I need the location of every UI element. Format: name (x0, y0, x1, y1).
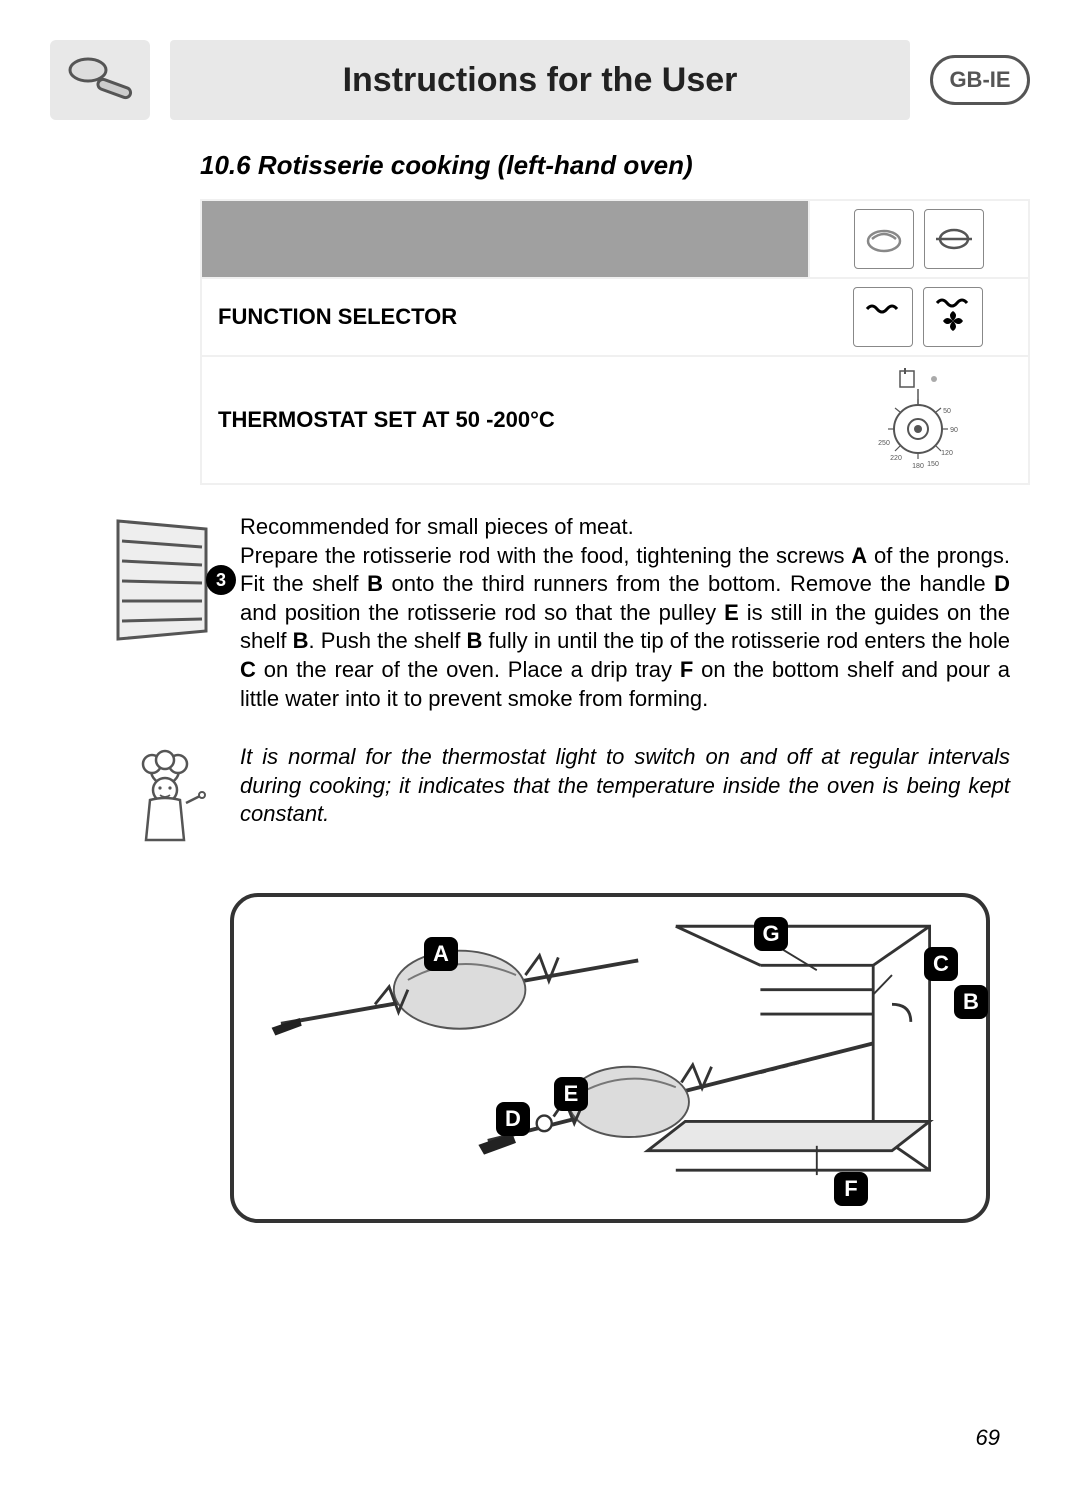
diagram-label-F: F (834, 1172, 868, 1206)
table-row-header (200, 199, 1030, 279)
body-bold-F: F (680, 657, 693, 682)
body-bold-B2: B (293, 628, 309, 653)
region-badge: GB-IE (930, 55, 1030, 105)
diagram-label-C: C (924, 947, 958, 981)
header-icons-cell (808, 201, 1028, 277)
body-bold-B1: B (367, 571, 383, 596)
svg-text:120: 120 (941, 450, 953, 457)
header-row: Instructions for the User GB-IE (50, 40, 1030, 120)
page-root: Instructions for the User GB-IE 10.6 Rot… (0, 0, 1080, 1511)
thermostat-label: THERMOSTAT SET AT 50 -200°C (202, 357, 808, 483)
note-paragraph: It is normal for the thermostat light to… (240, 743, 1010, 829)
table-row-function: FUNCTION SELECTOR (200, 279, 1030, 357)
header-empty-cell (202, 201, 808, 277)
svg-text:90: 90 (950, 427, 958, 434)
chef-tip-icon (110, 743, 220, 853)
section-heading: 10.6 Rotisserie cooking (left-hand oven) (200, 150, 1030, 181)
table-row-thermostat: THERMOSTAT SET AT 50 -200°C (200, 357, 1030, 485)
body-row: 3 Recommended for small pieces of meat. … (110, 513, 1010, 713)
rotisserie-diagram: A G C B E D F (230, 893, 990, 1223)
rotisserie-icon (924, 209, 984, 269)
diagram-label-B: B (954, 985, 988, 1019)
page-title: Instructions for the User (343, 61, 738, 100)
grill-wavy-icon (853, 287, 913, 347)
section-title: Rotisserie cooking (left-hand oven) (258, 150, 693, 180)
thermostat-dial-icon: 50 90 120 150 180 220 250 (833, 365, 1003, 475)
body-bold-B3: B (466, 628, 482, 653)
oven-shelf-icon: 3 (110, 513, 220, 643)
svg-text:50: 50 (943, 408, 951, 415)
svg-text:150: 150 (927, 461, 939, 468)
diagram-label-A: A (424, 937, 458, 971)
settings-table: FUNCTION SELECTOR (200, 199, 1030, 485)
diagram-label-E: E (554, 1077, 588, 1111)
body-seg-1h: on the rear of the oven. Place a drip tr… (256, 657, 680, 682)
region-badge-label: GB-IE (949, 67, 1010, 93)
body-seg-1g: fully in until the tip of the rotisserie… (482, 628, 1010, 653)
body-seg-1f: . Push the shelf (309, 628, 467, 653)
thermostat-diagram-cell: 50 90 120 150 180 220 250 (808, 357, 1028, 483)
body-seg-1c: onto the third runners from the bottom. … (383, 571, 994, 596)
spoon-icon (50, 40, 150, 120)
page-number: 69 (976, 1425, 1000, 1451)
body-bold-C: C (240, 657, 256, 682)
title-bar: Instructions for the User (170, 40, 910, 120)
diagram-label-D: D (496, 1102, 530, 1136)
svg-text:250: 250 (878, 440, 890, 447)
function-selector-label: FUNCTION SELECTOR (202, 279, 808, 355)
note-row: It is normal for the thermostat light to… (110, 743, 1010, 853)
diagram-label-G: G (754, 917, 788, 951)
section-number: 10.6 (200, 150, 251, 180)
body-seg-1a: Prepare the rotisserie rod with the food… (240, 543, 851, 568)
body-paragraph: Recommended for small pieces of meat. Pr… (240, 513, 1010, 713)
body-bold-A: A (851, 543, 867, 568)
body-line0: Recommended for small pieces of meat. (240, 514, 634, 539)
body-bold-E: E (724, 600, 739, 625)
body-bold-D: D (994, 571, 1010, 596)
svg-text:180: 180 (912, 463, 924, 470)
fan-rotisserie-icon (923, 287, 983, 347)
function-selector-icons (808, 279, 1028, 355)
shelf-position-badge: 3 (206, 565, 236, 595)
body-seg-1d: and position the rotisserie rod so that … (240, 600, 724, 625)
svg-text:220: 220 (890, 455, 902, 462)
meat-cut-icon (854, 209, 914, 269)
